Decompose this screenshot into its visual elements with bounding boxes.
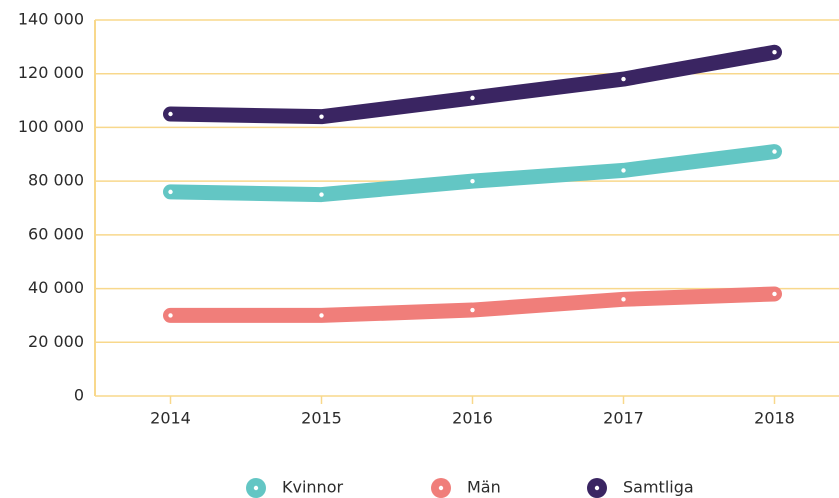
- x-tick-label: 2018: [754, 409, 795, 428]
- y-tick-label: 60 000: [28, 224, 84, 243]
- y-tick-label: 140 000: [18, 10, 84, 29]
- series-line: [163, 144, 782, 203]
- legend-dot: [438, 485, 444, 491]
- legend-label: Män: [467, 478, 501, 497]
- point: [168, 189, 173, 195]
- x-tick-label: 2017: [603, 409, 644, 428]
- y-tick-label: 40 000: [28, 278, 84, 297]
- point: [168, 313, 173, 318]
- x-tick-label: 2015: [301, 409, 342, 428]
- point: [772, 291, 777, 297]
- point: [319, 114, 324, 119]
- legend-label: Samtliga: [623, 478, 694, 497]
- point: [319, 313, 324, 318]
- point: [772, 149, 777, 154]
- legend-dot: [594, 485, 600, 491]
- point: [621, 297, 626, 302]
- series-line: [163, 44, 782, 125]
- y-tick-label: 120 000: [18, 63, 84, 82]
- point: [470, 178, 475, 184]
- y-tick-label: 80 000: [28, 171, 84, 190]
- y-tick-label: 0: [74, 386, 84, 405]
- y-tick-label: 20 000: [28, 332, 84, 351]
- point: [168, 111, 173, 117]
- legend-dot: [253, 485, 259, 491]
- point: [621, 76, 626, 82]
- point: [470, 95, 475, 101]
- point: [772, 50, 777, 55]
- legend-label: Kvinnor: [282, 478, 343, 497]
- x-tick-label: 2016: [452, 409, 493, 428]
- point: [621, 168, 626, 173]
- y-tick-label: 100 000: [18, 117, 84, 136]
- point: [470, 307, 475, 313]
- x-tick-label: 2014: [150, 409, 191, 428]
- point: [319, 192, 324, 197]
